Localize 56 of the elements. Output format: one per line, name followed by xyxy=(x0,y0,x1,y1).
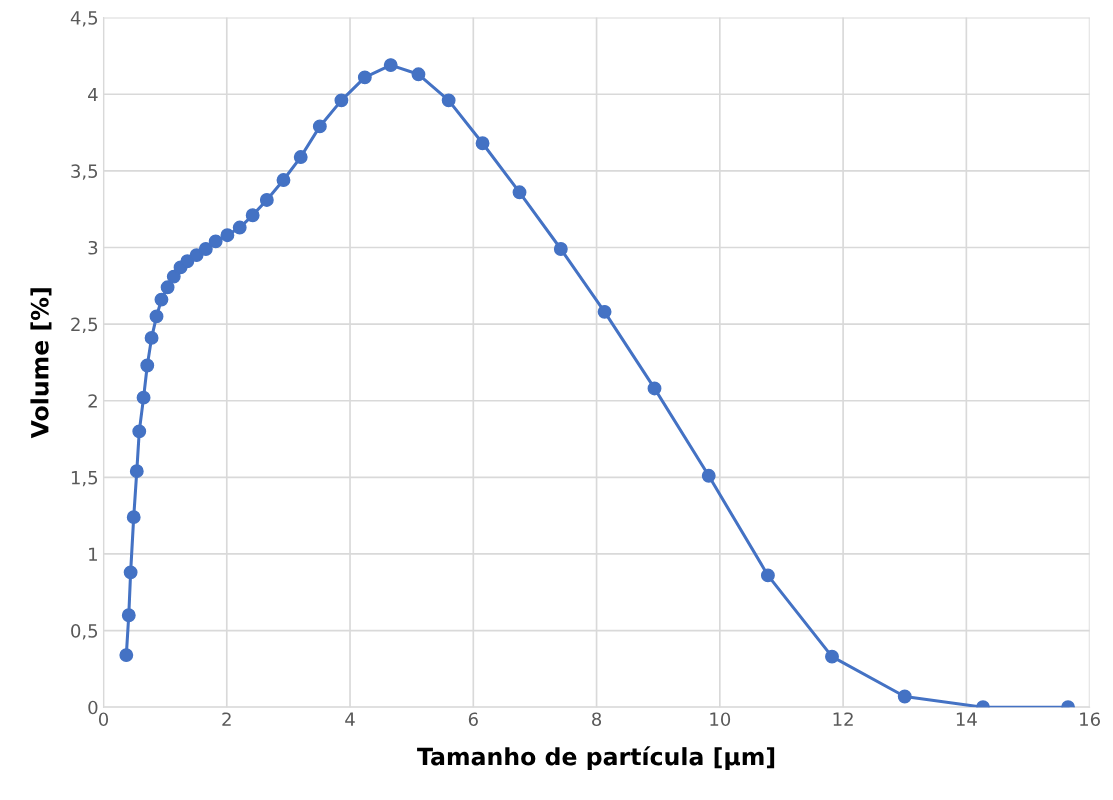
point xyxy=(383,58,398,73)
x-axis-title: Tamanho de partícula [µm] xyxy=(417,746,775,771)
point xyxy=(129,464,144,479)
point xyxy=(825,649,839,664)
point xyxy=(411,67,426,82)
point xyxy=(760,568,775,583)
x-tick-label: 0 xyxy=(98,712,109,727)
point xyxy=(245,208,260,223)
y-tick-label: 3 xyxy=(88,240,98,255)
point xyxy=(198,242,213,256)
y-tick-label: 4 xyxy=(88,87,98,102)
point xyxy=(475,136,490,151)
point xyxy=(232,220,247,235)
point xyxy=(121,608,136,623)
x-tick-label: 6 xyxy=(468,712,478,727)
y-tick-label: 4,5 xyxy=(70,11,98,27)
point xyxy=(553,242,568,256)
point xyxy=(276,173,291,187)
point xyxy=(154,292,169,307)
point xyxy=(259,193,274,207)
point xyxy=(149,309,164,324)
point xyxy=(334,93,349,108)
x-tick-label: 2 xyxy=(222,712,231,726)
y-tick-label: 3,5 xyxy=(71,164,98,180)
x-tick-label: 10 xyxy=(710,712,731,727)
point xyxy=(160,280,175,295)
x-tick-label: 14 xyxy=(956,712,977,726)
point xyxy=(357,70,372,85)
point xyxy=(312,119,327,134)
x-tick-label: 12 xyxy=(833,712,853,726)
point xyxy=(512,185,527,200)
point xyxy=(293,150,308,164)
y-tick-label: 1 xyxy=(89,547,97,561)
x-tick-label: 8 xyxy=(592,712,602,727)
point xyxy=(123,565,138,580)
point xyxy=(647,381,662,396)
point xyxy=(208,234,223,249)
point xyxy=(126,510,141,525)
y-tick-label: 0 xyxy=(88,700,98,715)
point xyxy=(441,93,456,108)
x-tick-label: 16 xyxy=(1080,712,1100,727)
point xyxy=(144,330,159,345)
point xyxy=(140,358,155,373)
point xyxy=(597,304,612,319)
y-tick-label: 1,5 xyxy=(71,471,98,487)
y-axis-title: Volume [%] xyxy=(30,288,52,439)
point xyxy=(220,228,235,243)
y-tick-label: 2 xyxy=(88,394,97,408)
y-tick-label: 0,5 xyxy=(71,624,98,640)
point xyxy=(701,468,716,483)
point xyxy=(119,648,134,663)
point xyxy=(136,390,151,405)
y-tick-label: 2,5 xyxy=(71,317,98,334)
point xyxy=(132,424,147,439)
x-tick-label: 4 xyxy=(345,712,355,726)
point xyxy=(897,689,912,704)
